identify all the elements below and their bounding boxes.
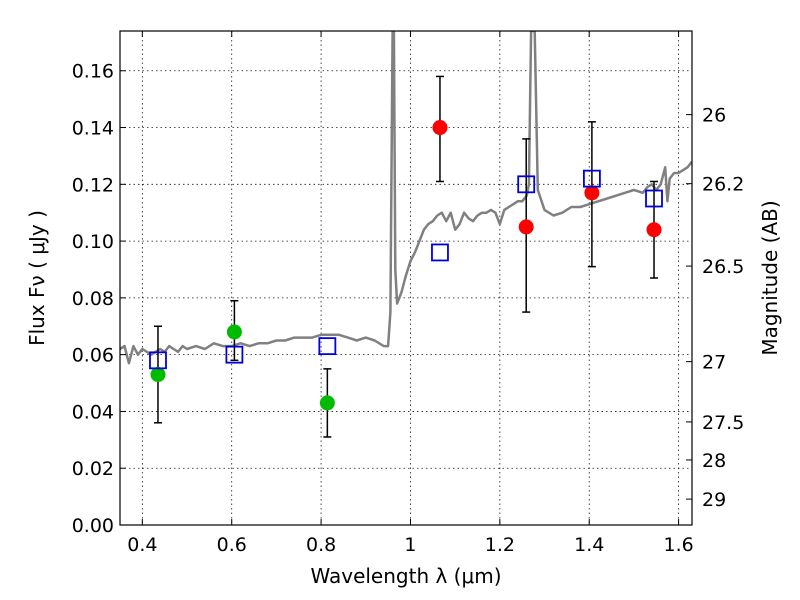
y2-axis-title: Magnitude (AB) [758, 200, 782, 355]
mag-tick-label: 28 [702, 450, 726, 472]
mag-tick-label: 27 [702, 352, 726, 374]
model-square-point [517, 175, 536, 194]
red-data-point [432, 120, 448, 136]
x-tick-label: 0.6 [217, 534, 247, 556]
model-square-point [149, 351, 167, 370]
model-square-point [645, 189, 663, 208]
x-tick-label: 1.6 [663, 534, 693, 556]
x-axis-title: Wavelength λ (μm) [310, 564, 501, 588]
green-data-point [150, 367, 166, 383]
y-axis-title: Flux Fν ( μJy ) [25, 210, 49, 346]
x-tick-label: 1.2 [485, 534, 515, 556]
y-tick-label: 0.12 [72, 174, 114, 196]
x-tick-label: 0.4 [127, 534, 157, 556]
y-tick-label: 0.02 [72, 458, 114, 480]
mag-tick-label: 29 [702, 489, 726, 511]
model-square-point [431, 243, 449, 262]
spectrum-layer [120, 31, 692, 365]
model-square-point [318, 337, 337, 356]
green-data-point [226, 324, 242, 340]
y-tick-label: 0.04 [72, 401, 114, 423]
y-tick-label: 0.06 [72, 345, 114, 367]
plot-frame [119, 30, 693, 526]
y-tick-label: 0.08 [72, 288, 114, 310]
red-data-point [584, 185, 600, 201]
mag-tick-label: 26.5 [702, 256, 744, 278]
template-spectrum-line [120, 31, 692, 365]
mag-tick-label: 27.5 [702, 412, 744, 434]
mag-tick-label: 26 [702, 105, 726, 127]
points-layer [149, 75, 663, 438]
x-tick-label: 0.8 [306, 534, 336, 556]
model-square-point [225, 345, 244, 364]
x-tick-label: 1.4 [574, 534, 604, 556]
y-tick-label: 0.00 [72, 515, 114, 537]
mag-tick-label: 26.2 [702, 174, 744, 196]
x-tick-label: 1 [404, 534, 416, 556]
y-tick-label: 0.16 [72, 61, 114, 83]
red-data-point [518, 219, 534, 235]
y-tick-label: 0.10 [72, 231, 114, 253]
model-square-point [583, 169, 601, 188]
red-data-point [646, 222, 662, 238]
y-tick-label: 0.14 [72, 118, 114, 140]
green-data-point [319, 395, 335, 411]
tick-layer: 0.4 0.6 0.8 1 1.2 1.4 1.6 0.00 0.02 0.04 0.06 0.08 0… [72, 31, 744, 556]
